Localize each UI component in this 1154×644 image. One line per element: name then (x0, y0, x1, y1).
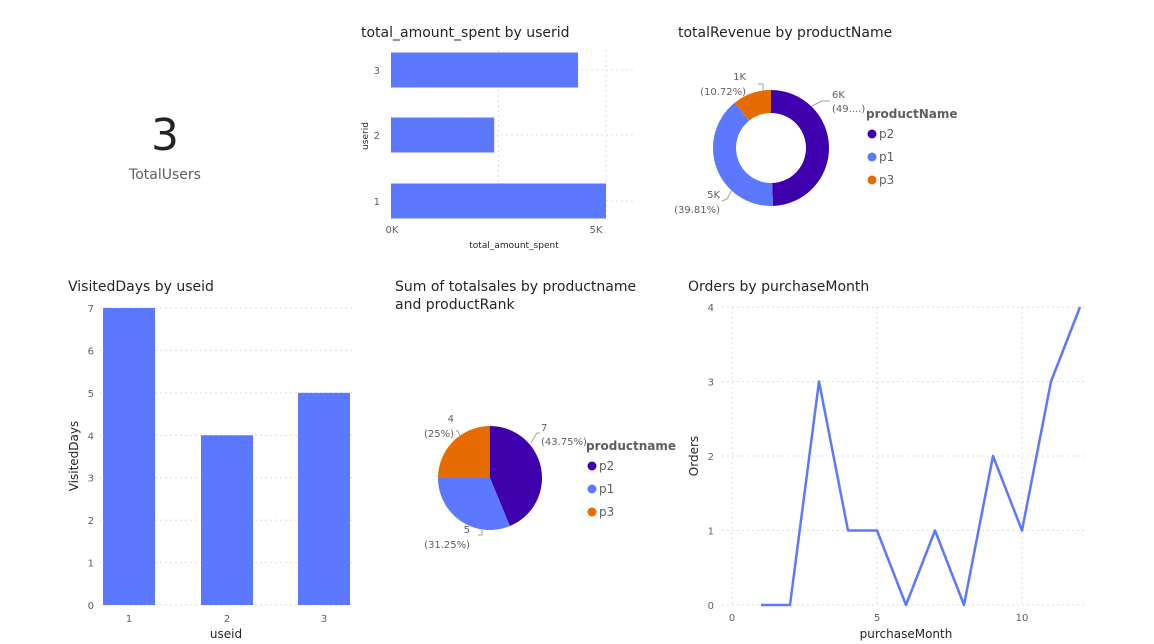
sales-pct-label: (31.25%) (424, 540, 470, 551)
orders-y-tick: 0 (708, 601, 714, 612)
revenue-pct-label: (49....) (832, 104, 865, 115)
orders-x-axis-title: purchaseMonth (860, 627, 953, 641)
visited-y-tick: 3 (88, 474, 94, 485)
spent-bar (391, 52, 579, 88)
orders-x-tick: 0 (729, 613, 735, 624)
sales-slice-p3 (438, 426, 490, 478)
orders-chart-title: Orders by purchaseMonth (688, 279, 870, 295)
revenue-value-label: 5K (707, 190, 720, 201)
visited-bar (103, 308, 155, 605)
sales-legend-label: p3 (599, 505, 614, 519)
sales-legend-label: p1 (599, 482, 614, 496)
revenue-legend-label: p1 (879, 150, 894, 164)
visited-y-tick: 7 (88, 304, 94, 315)
visited-y-axis-title: VisitedDays (67, 421, 81, 492)
visited-y-tick: 5 (88, 389, 94, 400)
sales-leader-line (478, 530, 483, 536)
revenue-pct-label: (39.81%) (674, 205, 720, 216)
visited-x-axis-title: useid (210, 627, 242, 641)
revenue-leader-line (811, 100, 830, 107)
sales-value-label: 5 (464, 525, 470, 536)
revenue-legend-marker (867, 129, 877, 139)
sales-value-label: 7 (541, 423, 547, 434)
spent-y-tick: 2 (374, 131, 380, 142)
revenue-chart-title: totalRevenue by productName (678, 25, 893, 41)
sales-legend-label: p2 (599, 459, 614, 473)
sales-legend-marker (587, 461, 597, 471)
sales-chart-title: Sum of totalsales by productname and pro… (395, 279, 637, 313)
sales-legend-title: productname (586, 439, 676, 453)
revenue-legend-label: p2 (879, 127, 894, 141)
sales-leader-line (456, 430, 461, 438)
revenue-value-label: 6K (832, 90, 845, 101)
sales-legend-marker (587, 484, 597, 494)
spent-y-axis-title: userid (361, 122, 371, 150)
spent-x-tick: 5K (590, 225, 603, 236)
spent-y-tick: 1 (374, 197, 380, 208)
revenue-slice-p2 (771, 90, 830, 206)
visited-bar (298, 392, 350, 605)
orders-x-tick: 5 (874, 613, 880, 624)
card-label: TotalUsers (129, 167, 201, 183)
total-users-card: 3 TotalUsers (60, 100, 270, 200)
sales-slice-p1 (438, 478, 510, 530)
sales-pct-label: (25%) (424, 429, 454, 440)
revenue-value-label: 1K (733, 72, 746, 83)
orders-x-tick: 10 (1016, 613, 1029, 624)
orders-series-line (761, 306, 1082, 607)
spent-y-tick: 3 (374, 66, 380, 77)
spent-chart-title: total_amount_spent by userid (361, 25, 570, 41)
spent-bar (391, 183, 606, 219)
revenue-slice-p1 (713, 102, 773, 206)
sales-slice-p2 (490, 426, 542, 527)
revenue-leader-line (758, 83, 764, 91)
visited-x-tick: 1 (126, 614, 132, 625)
orders-y-tick: 4 (708, 303, 714, 314)
visited-x-tick: 2 (224, 614, 230, 625)
revenue-leader-line (721, 189, 733, 202)
revenue-pct-label: (10.72%) (700, 87, 746, 98)
spent-bar (391, 117, 495, 153)
visited-y-tick: 1 (88, 559, 94, 570)
orders-y-axis-title: Orders (687, 436, 701, 476)
sales-legend-marker (587, 507, 597, 517)
visited-bar (201, 435, 253, 605)
orders-y-tick: 1 (708, 527, 714, 538)
revenue-legend-marker (867, 152, 877, 162)
sales-pct-label: (43.75%) (541, 437, 587, 448)
revenue-legend-title: productName (866, 107, 958, 121)
revenue-legend-marker (867, 175, 877, 185)
orders-y-tick: 3 (708, 378, 714, 389)
orders-y-tick: 2 (708, 452, 714, 463)
spent-x-tick: 0K (386, 225, 399, 236)
spent-x-axis-title: total_amount_spent (469, 241, 559, 251)
sales-leader-line (530, 432, 540, 444)
card-value: 3 (151, 110, 179, 161)
visited-chart-title: VisitedDays by useid (68, 279, 214, 295)
revenue-slice-p3 (734, 90, 771, 121)
sales-value-label: 4 (448, 414, 454, 425)
visited-y-tick: 0 (88, 601, 94, 612)
visited-x-tick: 3 (321, 614, 327, 625)
visited-y-tick: 4 (88, 431, 94, 442)
revenue-legend-label: p3 (879, 173, 894, 187)
visited-y-tick: 2 (88, 516, 94, 527)
visited-y-tick: 6 (88, 346, 94, 357)
